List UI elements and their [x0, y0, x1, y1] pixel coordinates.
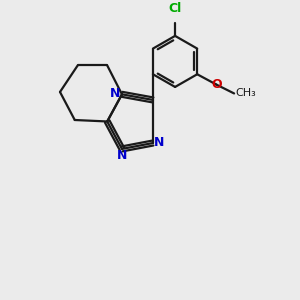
- Text: N: N: [154, 136, 165, 149]
- Text: N: N: [117, 149, 128, 162]
- Text: CH₃: CH₃: [236, 88, 256, 98]
- Text: N: N: [110, 87, 121, 100]
- Text: Cl: Cl: [169, 2, 182, 15]
- Text: O: O: [211, 78, 222, 91]
